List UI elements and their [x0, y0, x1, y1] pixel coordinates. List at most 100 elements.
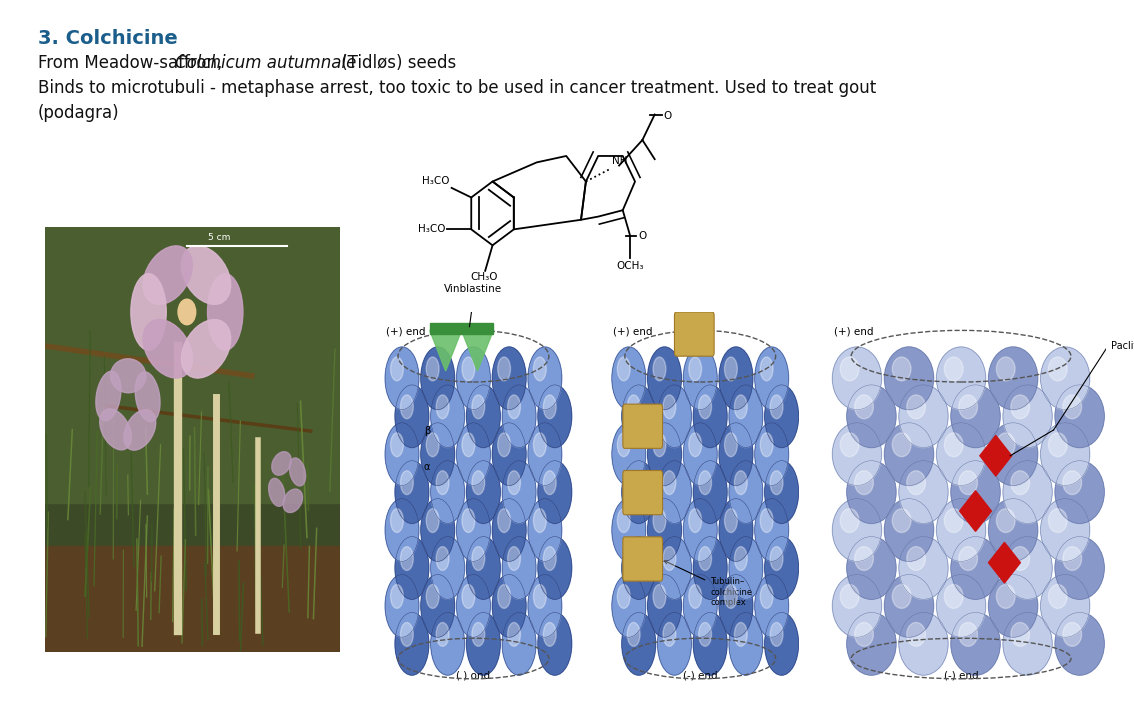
Text: (+) end: (+) end [386, 327, 425, 337]
Circle shape [538, 613, 572, 675]
Circle shape [1002, 461, 1052, 523]
Circle shape [648, 574, 682, 637]
Circle shape [760, 584, 773, 608]
Circle shape [472, 547, 484, 571]
Circle shape [1063, 471, 1082, 495]
Circle shape [899, 537, 948, 599]
Circle shape [395, 461, 429, 523]
Circle shape [885, 574, 933, 637]
Circle shape [627, 471, 640, 495]
Circle shape [770, 547, 782, 571]
Text: O: O [663, 111, 671, 121]
Circle shape [684, 574, 717, 637]
Text: (-) end: (-) end [683, 671, 718, 681]
Circle shape [764, 613, 798, 675]
Circle shape [951, 537, 1000, 599]
Bar [45, 227, 340, 503]
Ellipse shape [284, 489, 303, 513]
Circle shape [663, 547, 676, 571]
Circle shape [855, 623, 873, 647]
Circle shape [1055, 461, 1105, 523]
Circle shape [466, 537, 500, 599]
Circle shape [528, 347, 561, 410]
FancyBboxPatch shape [623, 471, 662, 515]
Circle shape [725, 508, 737, 532]
Circle shape [648, 498, 682, 562]
Circle shape [533, 357, 547, 381]
Text: ( ) ond: ( ) ond [456, 671, 491, 681]
Circle shape [1002, 537, 1052, 599]
Circle shape [735, 471, 747, 495]
Circle shape [684, 347, 717, 410]
Ellipse shape [181, 246, 230, 304]
Circle shape [688, 357, 702, 381]
Polygon shape [980, 435, 1012, 476]
Circle shape [390, 433, 404, 457]
Circle shape [658, 461, 692, 523]
Circle shape [847, 537, 896, 599]
Circle shape [663, 623, 676, 647]
Circle shape [653, 508, 666, 532]
Circle shape [693, 537, 727, 599]
Circle shape [612, 574, 645, 637]
Circle shape [1041, 423, 1090, 486]
Circle shape [770, 623, 782, 647]
Circle shape [533, 508, 547, 532]
Circle shape [755, 574, 788, 637]
Circle shape [528, 574, 561, 637]
Circle shape [832, 574, 881, 637]
Ellipse shape [130, 274, 167, 350]
Circle shape [462, 508, 475, 532]
Circle shape [719, 498, 753, 562]
Text: Tubulin–
colchicine
complex: Tubulin– colchicine complex [665, 561, 752, 607]
Circle shape [885, 347, 933, 410]
Text: (-) end: (-) end [943, 671, 979, 681]
Circle shape [847, 385, 896, 447]
Circle shape [498, 584, 510, 608]
Circle shape [502, 613, 536, 675]
Circle shape [386, 574, 418, 637]
Circle shape [959, 623, 978, 647]
Ellipse shape [110, 359, 146, 393]
Circle shape [684, 498, 717, 562]
Circle shape [907, 623, 925, 647]
Bar [45, 546, 340, 652]
Circle shape [421, 423, 455, 486]
Circle shape [395, 613, 429, 675]
Circle shape [502, 461, 536, 523]
Circle shape [663, 395, 676, 419]
Circle shape [885, 423, 933, 486]
Circle shape [457, 423, 490, 486]
Circle shape [627, 547, 640, 571]
Circle shape [1010, 395, 1030, 419]
Circle shape [400, 471, 413, 495]
Circle shape [400, 623, 413, 647]
Circle shape [437, 623, 449, 647]
Circle shape [885, 498, 933, 562]
Ellipse shape [143, 246, 193, 304]
Circle shape [472, 623, 484, 647]
Circle shape [892, 357, 911, 381]
Circle shape [719, 574, 753, 637]
Circle shape [907, 547, 925, 571]
Text: NH: NH [611, 155, 627, 166]
Circle shape [1049, 433, 1067, 457]
Circle shape [178, 299, 196, 325]
Text: Colchicum autumnale: Colchicum autumnale [175, 54, 356, 72]
Circle shape [699, 547, 711, 571]
Circle shape [989, 347, 1038, 410]
Circle shape [498, 433, 510, 457]
FancyBboxPatch shape [623, 537, 662, 581]
Circle shape [937, 423, 985, 486]
Circle shape [688, 584, 702, 608]
Circle shape [617, 584, 631, 608]
Circle shape [951, 613, 1000, 675]
Circle shape [508, 395, 521, 419]
Circle shape [437, 471, 449, 495]
Circle shape [426, 584, 439, 608]
Circle shape [729, 613, 763, 675]
Circle shape [832, 423, 881, 486]
Circle shape [989, 423, 1038, 486]
Circle shape [945, 357, 963, 381]
Circle shape [945, 508, 963, 532]
